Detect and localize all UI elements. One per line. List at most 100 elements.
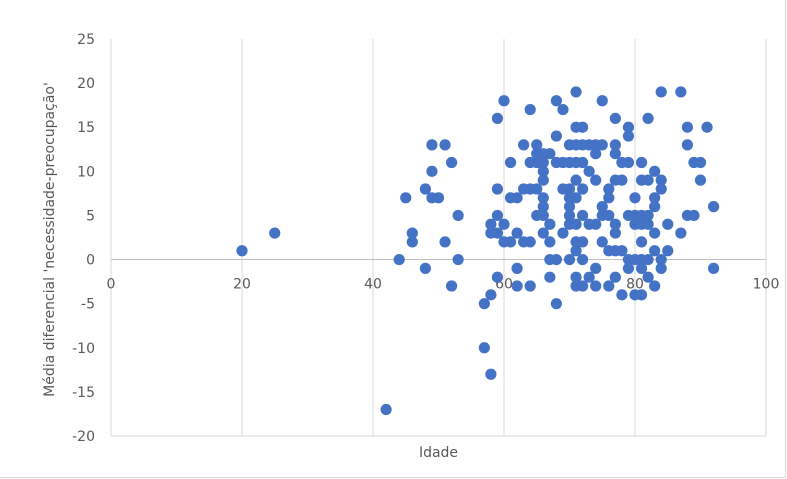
data-point [590,280,602,292]
data-point [708,201,720,213]
x-tick-label: 20 [233,277,251,293]
data-point [570,86,582,98]
data-point [590,262,602,274]
data-point [694,174,707,186]
data-point [708,262,720,274]
data-point [596,201,608,213]
data-point [622,130,635,142]
data-point [498,95,510,107]
data-point [675,86,687,98]
data-point [537,156,549,169]
data-point [504,156,517,169]
data-point [504,236,517,248]
data-point [393,253,405,266]
data-point [616,174,628,186]
y-tick-label: -5 [81,297,95,313]
data-point [577,236,589,248]
data-point [236,245,248,257]
data-point [629,192,641,204]
data-point [642,253,654,266]
data-point [524,103,536,116]
data-point [563,183,576,195]
x-tick-label: 80 [626,277,644,293]
data-point [694,156,707,169]
data-point [544,218,556,230]
data-point [531,183,543,195]
data-point [603,209,615,222]
data-point [609,218,621,230]
data-point [537,174,549,186]
data-point [577,253,589,266]
data-point [570,271,582,283]
data-point [491,271,504,283]
data-point [596,139,608,151]
data-point [491,112,504,124]
data-point [485,289,497,301]
data-point [655,253,667,266]
data-point [491,227,504,239]
data-point [550,130,563,142]
x-axis-title: Idade [419,445,458,461]
data-point [478,342,490,354]
y-tick-label: 25 [77,32,95,48]
data-point [649,201,661,213]
data-point [642,112,654,124]
y-tick-label: 5 [86,208,95,224]
data-point [563,253,576,266]
data-point [511,262,523,274]
data-point [642,174,654,186]
data-point [655,174,667,186]
data-point [531,139,543,151]
data-point [583,165,595,177]
data-point [577,209,589,222]
data-point [544,271,556,283]
data-point [511,227,523,239]
data-point [603,192,615,204]
data-point [701,121,713,133]
data-point [649,227,661,239]
data-point [491,209,504,222]
y-tick-label: 15 [77,120,95,136]
y-tick-label: 20 [77,76,95,92]
data-point [609,271,621,283]
y-tick-label: 0 [86,253,95,269]
data-point [557,103,569,116]
data-point [635,156,648,169]
y-tick-label: -10 [72,341,95,357]
data-point [635,236,648,248]
data-point [577,156,589,169]
data-point [570,174,582,186]
data-point [596,236,608,248]
data-point [498,218,510,230]
x-tick-label: 0 [107,277,116,293]
data-point [550,95,563,107]
data-point [557,227,569,239]
data-point [400,192,412,204]
data-point [452,209,464,222]
data-point [635,262,648,274]
data-point [537,201,549,213]
data-point [655,183,667,195]
y-tick-label: -15 [72,385,95,401]
data-point [432,192,445,204]
data-point [577,121,589,133]
data-point [681,139,694,151]
data-point [511,280,523,292]
data-point [583,271,595,283]
data-point [550,298,563,310]
data-point [590,174,602,186]
y-tick-label: -20 [72,429,95,445]
data-point [649,245,661,257]
data-point [675,227,687,239]
data-point [622,156,635,169]
data-point [406,227,418,239]
data-point [649,165,661,177]
data-point [485,368,497,380]
data-point [609,227,621,239]
data-point [570,245,582,257]
data-point [577,280,589,292]
data-point [642,209,654,222]
data-point [649,280,661,292]
data-point [478,298,490,310]
